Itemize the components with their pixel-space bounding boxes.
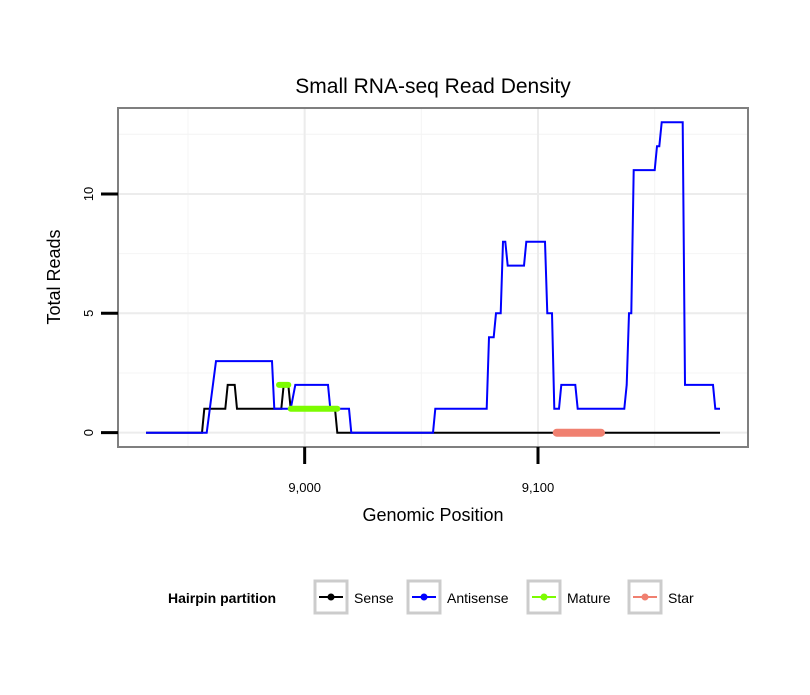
legend-key-point — [420, 593, 428, 601]
plot-area: 0 5 10 9,000 9,100 — [81, 107, 749, 495]
series-line-antisense — [146, 121, 720, 434]
legend-label-sense: Sense — [354, 590, 394, 606]
legend-key-point — [540, 593, 548, 601]
y-tick-label: 10 — [81, 187, 96, 201]
legend-label-star: Star — [668, 590, 694, 606]
y-tick-label: 5 — [81, 310, 96, 317]
x-tick-label: 9,100 — [522, 480, 555, 495]
plot-border — [117, 107, 749, 448]
legend-label-mature: Mature — [567, 590, 611, 606]
chart-title: Small RNA-seq Read Density — [295, 75, 571, 98]
legend: Hairpin partition Sense Antisense Mature St… — [168, 579, 694, 615]
legend-label-antisense: Antisense — [447, 590, 509, 606]
legend-key-point — [641, 593, 649, 601]
y-axis-label: Total Reads — [44, 229, 64, 324]
x-axis-label: Genomic Position — [362, 505, 503, 525]
x-tick-label: 9,000 — [288, 480, 321, 495]
legend-title: Hairpin partition — [168, 590, 276, 606]
y-tick-label: 0 — [81, 429, 96, 436]
legend-key-point — [327, 593, 335, 601]
